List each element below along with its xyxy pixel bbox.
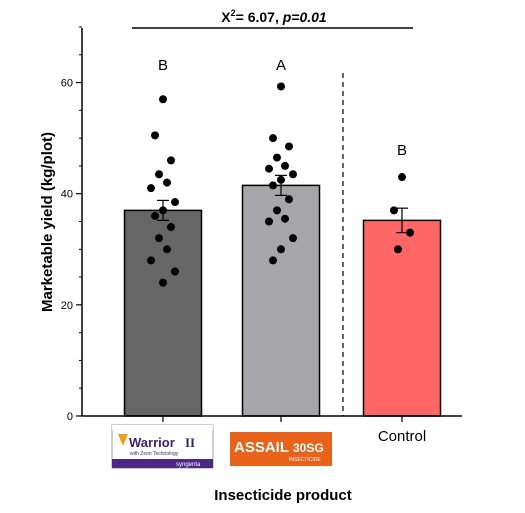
data-point — [155, 170, 163, 179]
data-point — [167, 156, 175, 165]
data-point — [269, 134, 277, 143]
svg-text:ASSAIL: ASSAIL — [234, 439, 289, 456]
group-letter-1: B — [158, 57, 168, 74]
svg-text:syngenta: syngenta — [176, 462, 201, 468]
data-point — [159, 278, 167, 287]
y-tick-label: 60 — [61, 78, 73, 90]
data-point — [281, 214, 289, 223]
data-point — [273, 153, 281, 162]
data-point — [159, 206, 167, 215]
y-axis-title: Marketable yield (kg/plot) — [39, 132, 56, 312]
y-ticks: 0 20 40 60 — [61, 26, 82, 423]
bar-2 — [241, 184, 321, 417]
data-point — [171, 198, 179, 207]
data-point — [265, 217, 273, 226]
data-points — [147, 82, 414, 287]
y-tick-label: 20 — [61, 300, 73, 312]
data-point — [269, 181, 277, 190]
data-point — [151, 131, 159, 140]
data-point — [289, 234, 297, 243]
group-letter-3: B — [397, 142, 407, 159]
data-point — [155, 234, 163, 243]
y-tick-label: 0 — [67, 411, 73, 423]
x-axis-title: Insecticide product — [214, 487, 352, 504]
group-letter-2: A — [276, 57, 286, 74]
y-tick-label: 40 — [61, 189, 73, 201]
data-point — [167, 223, 175, 232]
data-point — [398, 173, 406, 182]
data-point — [394, 245, 402, 254]
data-point — [281, 161, 289, 170]
svg-text:30SG: 30SG — [293, 441, 324, 455]
warrior-logo: Warrior II with Zeon Technology syngenta — [111, 424, 214, 469]
data-point — [151, 211, 159, 220]
data-point — [277, 175, 285, 184]
data-point — [277, 245, 285, 254]
data-point — [265, 164, 273, 173]
bar-3 — [362, 219, 442, 417]
data-point — [285, 142, 293, 151]
data-point — [406, 228, 414, 237]
data-point — [273, 206, 281, 215]
data-point — [163, 245, 171, 254]
x-ticks — [162, 416, 403, 422]
data-point — [390, 206, 398, 215]
data-point — [285, 195, 293, 204]
data-point — [289, 170, 297, 179]
data-point — [277, 82, 285, 91]
significance-annotation: X2= 6.07, p=0.01 — [221, 8, 327, 25]
svg-text:II: II — [185, 435, 195, 450]
data-point — [147, 256, 155, 265]
data-point — [171, 267, 179, 276]
data-point — [147, 184, 155, 193]
svg-text:Warrior: Warrior — [129, 435, 175, 450]
x-tick-label-control: Control — [378, 428, 426, 445]
data-point — [269, 256, 277, 265]
svg-text:INSECTICIDE: INSECTICIDE — [289, 457, 321, 463]
group-letters: B A B — [158, 57, 407, 159]
data-point — [163, 178, 171, 187]
assail-logo: ASSAIL 30SG INSECTICIDE — [230, 426, 332, 466]
svg-text:with Zeon Technology: with Zeon Technology — [130, 451, 179, 457]
bar-1 — [123, 209, 203, 417]
data-point — [159, 95, 167, 104]
